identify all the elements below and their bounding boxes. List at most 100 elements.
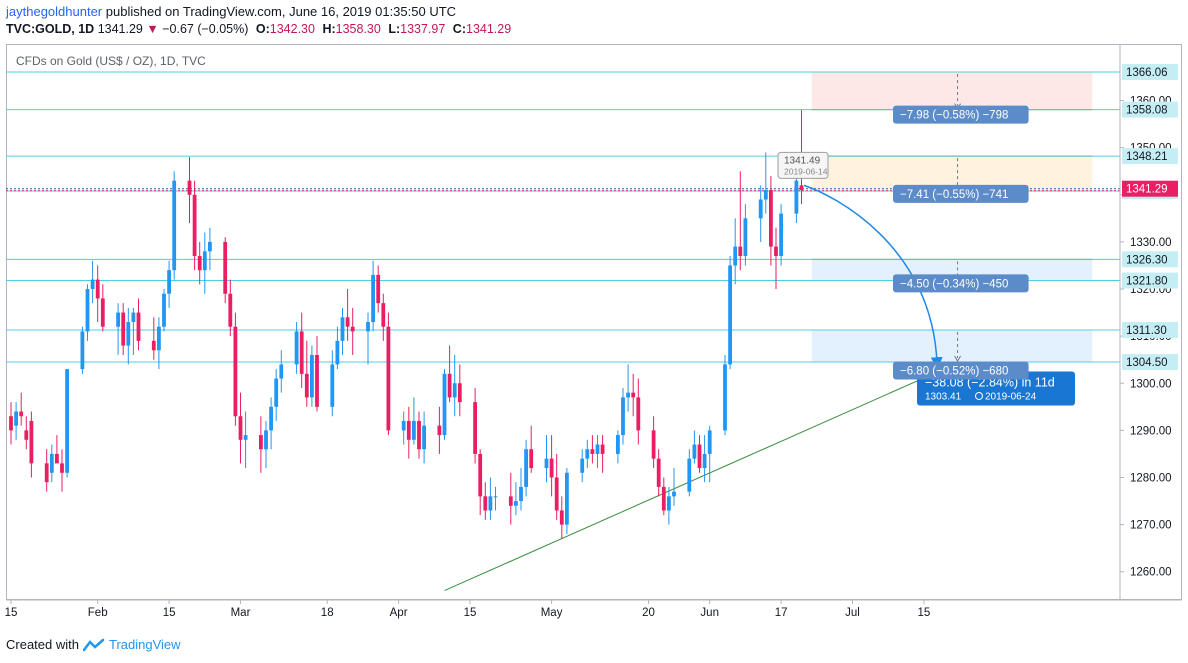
- candle-body: [304, 373, 309, 398]
- candle: [197, 241, 202, 285]
- candle: [19, 392, 24, 426]
- candle-body: [452, 383, 457, 398]
- tradingview-brand-link[interactable]: TradingView: [108, 637, 181, 652]
- candle-body: [269, 406, 273, 431]
- candle: [80, 326, 85, 374]
- candle-body: [202, 251, 207, 271]
- candle-body: [519, 486, 523, 502]
- candle-body: [376, 274, 381, 304]
- candle: [95, 265, 100, 322]
- level-tag-box: [1122, 251, 1178, 268]
- candle-body: [19, 411, 24, 417]
- zone-0[interactable]: [811, 71, 1093, 110]
- candle: [366, 312, 370, 365]
- candle-body: [687, 458, 692, 492]
- candle-body: [661, 486, 666, 511]
- candle-body: [192, 194, 197, 257]
- candle-body: [478, 453, 483, 497]
- low-value: 1337.97: [400, 22, 446, 36]
- candle-body: [794, 180, 799, 214]
- candle: [279, 350, 284, 393]
- candle: [743, 204, 748, 266]
- candle: [131, 307, 136, 355]
- candle-body: [692, 444, 697, 459]
- candle: [473, 387, 477, 464]
- candle-body: [335, 340, 340, 365]
- zone-arrow-head: [954, 355, 961, 363]
- candle-body: [600, 444, 605, 454]
- candle: [294, 322, 299, 374]
- candle: [243, 411, 248, 469]
- level-tag-label: 1311.30: [1126, 325, 1167, 337]
- candle: [126, 307, 131, 365]
- level-tag-label: 1366.06: [1126, 67, 1168, 79]
- candle: [769, 175, 773, 266]
- y-tick-label: 1290.00: [1130, 425, 1172, 437]
- candle-body: [779, 213, 783, 257]
- candle: [44, 449, 49, 492]
- candle: [238, 392, 243, 464]
- candle-body: [656, 458, 661, 487]
- candle: [447, 345, 452, 403]
- candle-body: [49, 453, 54, 473]
- candle-body: [187, 180, 192, 195]
- candle: [514, 482, 518, 516]
- y-tick-label: 1280.00: [1130, 472, 1172, 484]
- low-label: L:: [388, 22, 401, 36]
- level-tag-label: 1321.80: [1126, 276, 1168, 288]
- candle: [774, 227, 778, 290]
- candle-body: [264, 430, 268, 450]
- candle-body: [544, 458, 549, 469]
- author-link[interactable]: jaythegoldhunter: [6, 4, 103, 19]
- candle-body: [549, 458, 554, 478]
- candle: [157, 317, 161, 370]
- candle: [100, 284, 105, 332]
- candle-body: [228, 293, 233, 327]
- x-tick-label: Jun: [700, 607, 719, 619]
- candle-body: [299, 331, 304, 374]
- candle: [187, 157, 192, 224]
- level-tag-box: [1122, 148, 1178, 165]
- candle-body: [55, 453, 59, 464]
- candle: [85, 284, 90, 341]
- candle: [626, 364, 630, 412]
- close-label: C:: [452, 22, 466, 36]
- candle: [723, 354, 727, 436]
- level-tag-label: 1358.08: [1126, 105, 1168, 117]
- candle: [60, 449, 64, 492]
- candle: [208, 227, 212, 271]
- candle-body: [197, 256, 202, 271]
- price-pointer-date: 2019-06-14: [784, 166, 828, 176]
- candle: [707, 425, 712, 483]
- candle-body: [473, 402, 477, 454]
- y-tick-label: 1270.00: [1130, 520, 1172, 532]
- candle-body: [702, 453, 707, 469]
- candle: [488, 477, 493, 520]
- candle: [437, 406, 442, 454]
- candle: [386, 312, 391, 436]
- candle: [661, 477, 666, 516]
- candle: [24, 416, 29, 450]
- zone-3[interactable]: [811, 330, 1093, 363]
- publish-line: jaythegoldhunter published on TradingVie…: [6, 4, 456, 19]
- candle-body: [151, 340, 156, 351]
- last-price-tag-label: 1341.29: [1126, 184, 1168, 196]
- candle-body: [769, 190, 773, 247]
- candle-body: [488, 496, 493, 511]
- projection-curve[interactable]: [803, 184, 943, 370]
- change-value: −0.67 (−0.05%): [162, 22, 249, 36]
- change-down-icon: ▼: [146, 22, 159, 36]
- y-tick-label: 1330.00: [1130, 237, 1172, 249]
- candle-body: [697, 444, 702, 469]
- candle: [376, 265, 381, 313]
- x-tick-label: May: [541, 607, 563, 619]
- candle-body: [116, 312, 120, 327]
- candle-body: [401, 420, 406, 431]
- candle: [65, 369, 69, 478]
- candle: [406, 406, 411, 459]
- candle-body: [223, 241, 228, 294]
- trendline[interactable]: [444, 363, 955, 592]
- candle: [636, 378, 641, 445]
- candle: [549, 435, 554, 497]
